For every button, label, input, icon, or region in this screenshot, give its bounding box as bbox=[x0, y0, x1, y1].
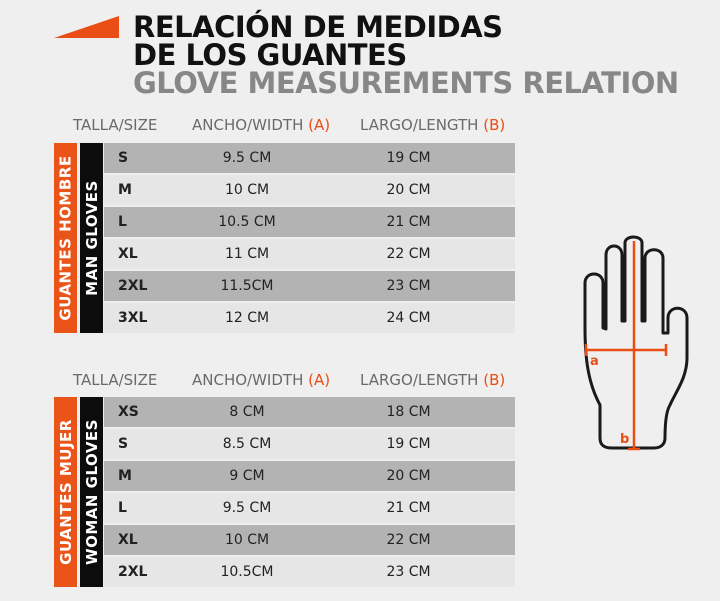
men-label-en: MAN GLOVES bbox=[82, 180, 101, 296]
header-width-tag: (A) bbox=[308, 116, 331, 134]
cell-size: M bbox=[118, 182, 132, 198]
men-table: S 9.5 CM 19 CM M 10 CM 20 CM L 10.5 CM 21 CM XL 11… bbox=[104, 143, 515, 335]
header-length-label: LARGO/LENGTH bbox=[360, 371, 479, 389]
cell-size: 3XL bbox=[118, 310, 148, 326]
men-band-en: MAN GLOVES bbox=[80, 143, 103, 333]
header-width: ANCHO/WIDTH (A) bbox=[192, 116, 330, 134]
cell-width: 12 CM bbox=[224, 310, 270, 326]
cell-length: 23 CM bbox=[386, 278, 431, 294]
header-size: TALLA/SIZE bbox=[73, 116, 158, 134]
men-band-es: GUANTES HOMBRE bbox=[54, 143, 77, 333]
header-width-tag: (A) bbox=[308, 371, 331, 389]
cell-width: 11 CM bbox=[224, 246, 270, 262]
cell-length: 20 CM bbox=[386, 468, 431, 484]
table-row: XL 11 CM 22 CM bbox=[104, 239, 515, 271]
cell-width: 9.5 CM bbox=[222, 150, 272, 166]
cell-length: 24 CM bbox=[386, 310, 431, 326]
cell-size: L bbox=[118, 214, 127, 230]
title-line-2: DE LOS GUANTES bbox=[133, 38, 407, 72]
women-band-en: WOMAN GLOVES bbox=[80, 397, 103, 587]
table-row: M 10 CM 20 CM bbox=[104, 175, 515, 207]
cell-width: 9.5 CM bbox=[222, 500, 272, 516]
hand-diagram-icon: a b bbox=[583, 235, 689, 451]
cell-size: 2XL bbox=[118, 564, 148, 580]
table-row: 2XL 11.5CM 23 CM bbox=[104, 271, 515, 303]
cell-size: XL bbox=[118, 532, 138, 548]
cell-length: 20 CM bbox=[386, 182, 431, 198]
table-row: XS 8 CM 18 CM bbox=[104, 397, 515, 429]
women-band-es: GUANTES MUJER bbox=[54, 397, 77, 587]
title-english: GLOVE MEASUREMENTS RELATION bbox=[133, 66, 679, 100]
cell-size: XS bbox=[118, 404, 139, 420]
table-row: M 9 CM 20 CM bbox=[104, 461, 515, 493]
cell-width: 9 CM bbox=[229, 468, 265, 484]
header-length-women: LARGO/LENGTH (B) bbox=[360, 371, 505, 389]
table-row: S 8.5 CM 19 CM bbox=[104, 429, 515, 461]
cell-width: 8 CM bbox=[229, 404, 265, 420]
cell-length: 18 CM bbox=[386, 404, 431, 420]
cell-width: 10.5CM bbox=[220, 564, 274, 580]
table-row: S 9.5 CM 19 CM bbox=[104, 143, 515, 175]
header-width-women: ANCHO/WIDTH (A) bbox=[192, 371, 330, 389]
label-a: a bbox=[590, 354, 599, 369]
cell-size: M bbox=[118, 468, 132, 484]
cell-width: 8.5 CM bbox=[222, 436, 272, 452]
header-length-label: LARGO/LENGTH bbox=[360, 116, 479, 134]
label-b: b bbox=[620, 432, 629, 447]
table-row: XL 10 CM 22 CM bbox=[104, 525, 515, 557]
orange-triangle-decoration bbox=[54, 16, 119, 38]
cell-length: 23 CM bbox=[386, 564, 431, 580]
table-row: 3XL 12 CM 24 CM bbox=[104, 303, 515, 335]
cell-width: 10 CM bbox=[224, 182, 270, 198]
cell-size: 2XL bbox=[118, 278, 148, 294]
header-width-label: ANCHO/WIDTH bbox=[192, 116, 304, 134]
cell-length: 19 CM bbox=[386, 436, 431, 452]
cell-length: 22 CM bbox=[386, 532, 431, 548]
header-size-women: TALLA/SIZE bbox=[73, 371, 158, 389]
cell-size: S bbox=[118, 150, 129, 166]
table-row: L 10.5 CM 21 CM bbox=[104, 207, 515, 239]
cell-size: L bbox=[118, 500, 127, 516]
cell-length: 19 CM bbox=[386, 150, 431, 166]
header-length-tag: (B) bbox=[483, 116, 506, 134]
women-table: XS 8 CM 18 CM S 8.5 CM 19 CM M 9 CM 20 CM L 9.5 CM… bbox=[104, 397, 515, 589]
cell-width: 10 CM bbox=[224, 532, 270, 548]
cell-width: 10.5 CM bbox=[218, 214, 276, 230]
cell-length: 21 CM bbox=[386, 214, 431, 230]
cell-size: S bbox=[118, 436, 129, 452]
women-label-es: GUANTES MUJER bbox=[56, 419, 75, 565]
header-length: LARGO/LENGTH (B) bbox=[360, 116, 505, 134]
title-line-1: RELACIÓN DE MEDIDAS bbox=[133, 10, 503, 44]
women-label-en: WOMAN GLOVES bbox=[82, 419, 101, 565]
table-row: L 9.5 CM 21 CM bbox=[104, 493, 515, 525]
cell-width: 11.5CM bbox=[220, 278, 274, 294]
header-width-label: ANCHO/WIDTH bbox=[192, 371, 304, 389]
cell-length: 21 CM bbox=[386, 500, 431, 516]
cell-length: 22 CM bbox=[386, 246, 431, 262]
header-length-tag: (B) bbox=[483, 371, 506, 389]
cell-size: XL bbox=[118, 246, 138, 262]
men-label-es: GUANTES HOMBRE bbox=[56, 155, 75, 321]
table-row: 2XL 10.5CM 23 CM bbox=[104, 557, 515, 589]
